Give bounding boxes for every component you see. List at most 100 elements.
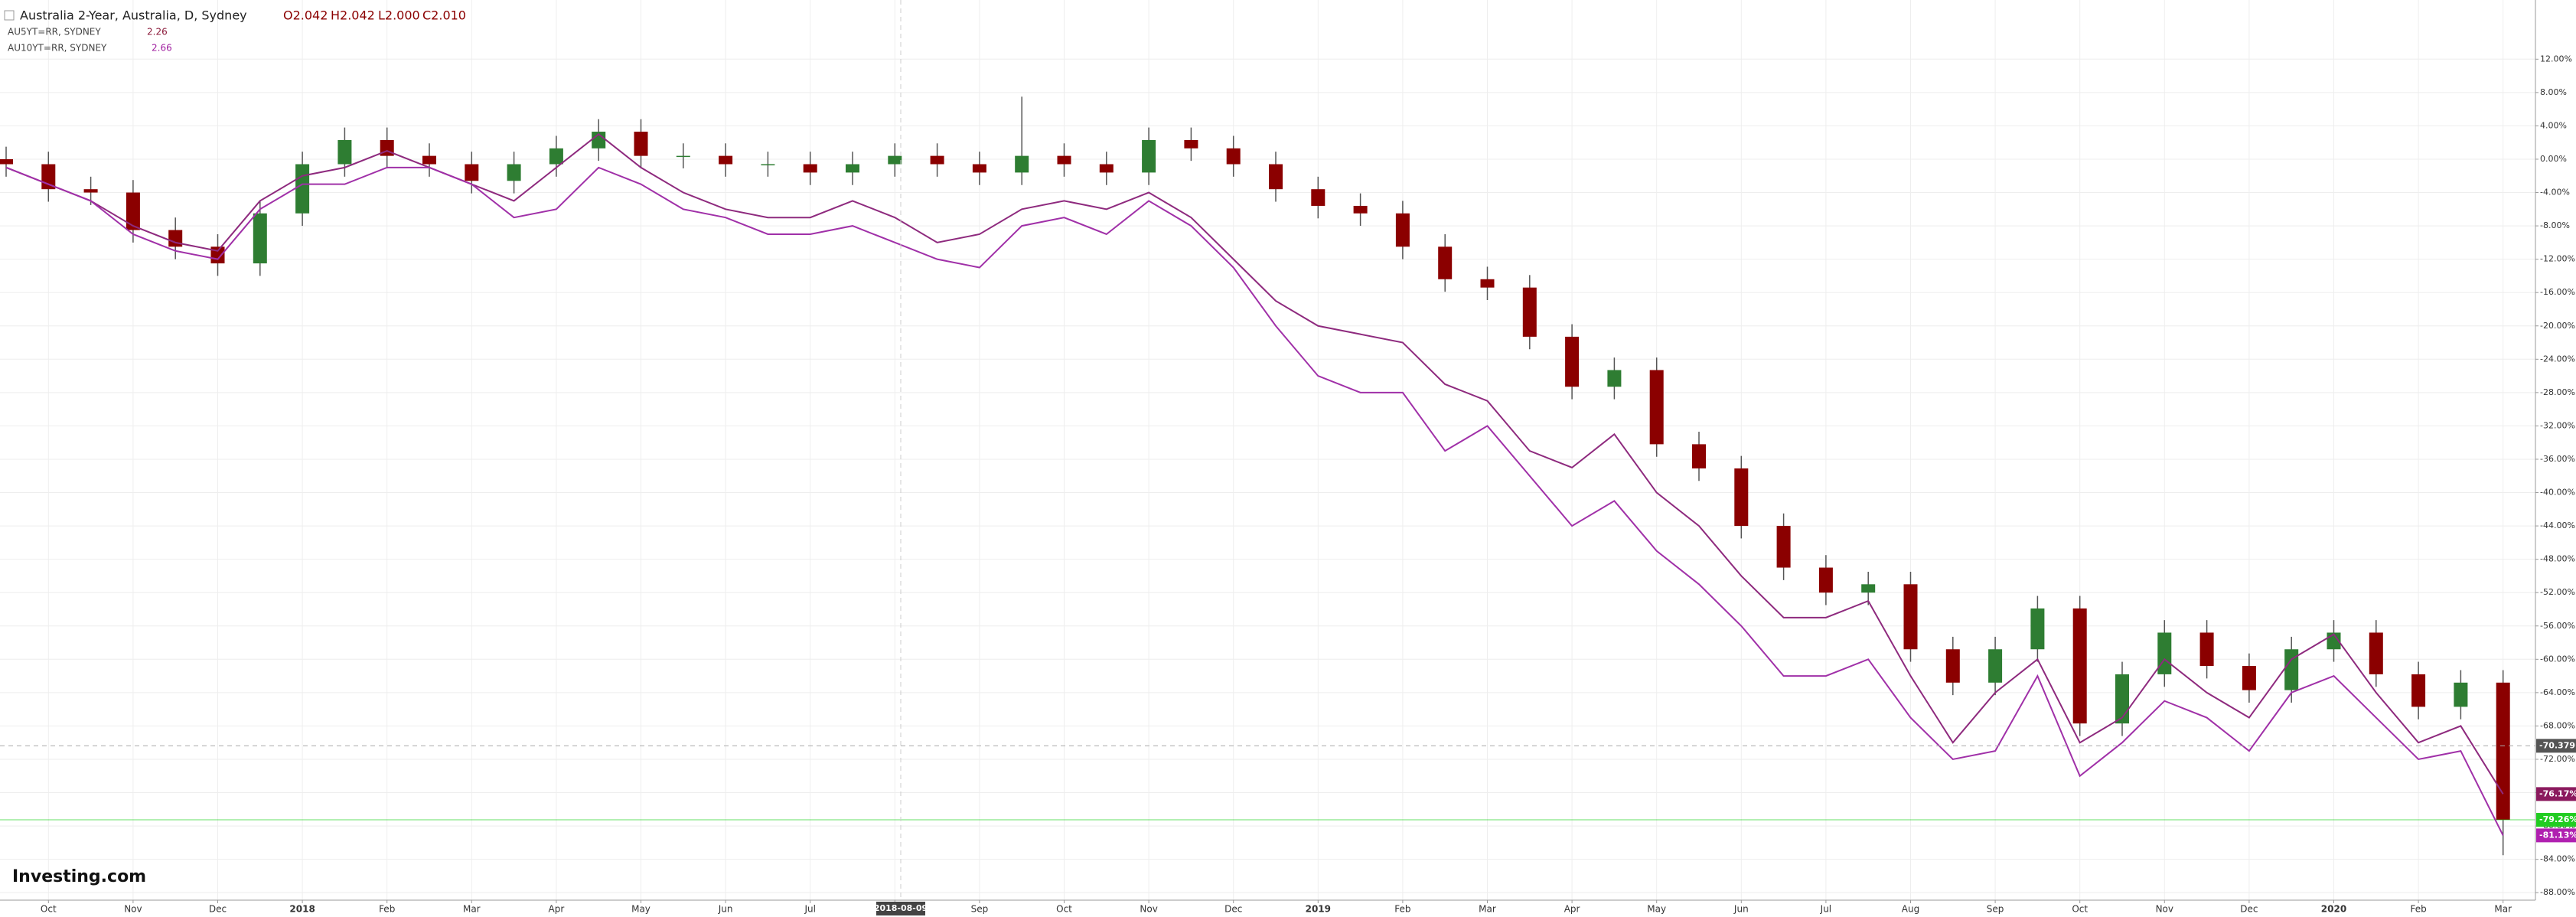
candle-body [1311, 189, 1325, 206]
x-tick-label: May [1647, 904, 1666, 915]
candle-body [1649, 370, 1664, 445]
last-value-label: -76.17% [2539, 788, 2576, 798]
candle-body [634, 132, 648, 156]
candle-body [295, 164, 310, 214]
legend-label: AU5YT=RR, SYDNEY [8, 27, 101, 38]
plot-area [0, 0, 2535, 900]
candle-body [1522, 287, 1537, 337]
candle-body [1861, 584, 1876, 593]
candle-body [253, 213, 267, 264]
candle-body [2115, 674, 2129, 724]
candle-body [1057, 155, 1071, 165]
candle-body [1438, 246, 1453, 279]
x-tick-label: Oct [41, 904, 57, 915]
legend-value: 2.66 [152, 43, 172, 54]
candle-body [1184, 139, 1198, 148]
x-tick-label: Nov [124, 904, 142, 915]
candle-body [676, 155, 690, 158]
candle-body [1692, 444, 1706, 468]
y-tick-label: -32.00% [2540, 420, 2575, 430]
candle-body [1776, 526, 1791, 568]
y-tick-label: -8.00% [2540, 220, 2570, 230]
x-tick-label: Apr [1564, 904, 1580, 915]
y-tick-label: -12.00% [2540, 254, 2575, 264]
candle-body [1480, 279, 1495, 288]
collapse-icon[interactable] [4, 10, 15, 21]
x-tick-label: Mar [2494, 904, 2512, 915]
x-tick-label: Dec [209, 904, 227, 915]
x-tick-label: 2020 [2321, 904, 2346, 915]
series-line [5, 133, 2504, 795]
y-tick-label: 8.00% [2540, 87, 2567, 97]
candle-body [422, 155, 436, 165]
x-tick-label: Aug [1902, 904, 1919, 915]
candle-body [1945, 649, 1960, 683]
y-tick-label: -20.00% [2540, 321, 2575, 331]
x-tick-label: Mar [463, 904, 481, 915]
x-tick-label: Sep [971, 904, 989, 915]
chart-title: Australia 2-Year, Australia, D, Sydney [20, 8, 247, 23]
candle-body [1142, 139, 1156, 173]
x-tick-label: Jun [718, 904, 733, 915]
last-value-box [2536, 813, 2576, 827]
x-tick-label: Dec [1224, 904, 1242, 915]
y-tick-label: -60.00% [2540, 654, 2575, 664]
candle-body [337, 139, 352, 165]
y-tick-label: -4.00% [2540, 188, 2570, 197]
candle-body [846, 164, 859, 173]
last-value-label: -81.13% [2539, 830, 2576, 840]
candle-body [761, 164, 775, 166]
x-tick-label: Jun [1733, 904, 1749, 915]
header: Australia 2-Year, Australia, D, Sydney O… [4, 8, 466, 54]
y-tick-label: -44.00% [2540, 521, 2575, 530]
ohlc-close: C2.010 [422, 8, 466, 23]
x-tick-label: May [631, 904, 651, 915]
y-tick-label: -48.00% [2540, 554, 2575, 564]
x-tick-label: Jul [1820, 904, 1831, 915]
y-tick-label: -16.00% [2540, 287, 2575, 297]
candle-body [1818, 567, 1833, 593]
crosshair-y-label: -70.379 [2539, 740, 2575, 750]
x-tick-label: Feb [2410, 904, 2426, 915]
candle-body [1988, 649, 2003, 683]
candle-body [2454, 682, 2468, 707]
candle-body [1099, 164, 1114, 173]
ohlc-high: H2.042 [331, 8, 375, 23]
y-tick-label: -72.00% [2540, 754, 2575, 764]
y-tick-label: -64.00% [2540, 687, 2575, 697]
candle-body [465, 164, 479, 181]
y-tick-label: -68.00% [2540, 720, 2575, 730]
legend-label: AU10YT=RR, SYDNEY [8, 43, 107, 54]
grid [0, 0, 2535, 900]
candle-body [1015, 155, 1029, 173]
candle-body [549, 148, 563, 165]
last-value-box [2536, 828, 2576, 843]
x-tick-label: Oct [1056, 904, 1072, 915]
candle-body [1353, 205, 1368, 214]
y-tick-label: -36.00% [2540, 454, 2575, 464]
y-tick-label: -24.00% [2540, 354, 2575, 364]
y-tick-label: -88.00% [2540, 887, 2575, 897]
x-tick-label: Nov [1140, 904, 1157, 915]
candle-body [126, 192, 140, 230]
candle-body [1607, 370, 1622, 387]
candle-body [2496, 682, 2510, 821]
y-tick-label: -52.00% [2540, 587, 2575, 597]
x-tick-label: Jul [804, 904, 815, 915]
candle-body [83, 189, 98, 193]
x-tick-label: 2018 [289, 904, 315, 915]
x-tick-label: Sep [1987, 904, 2004, 915]
ohlc-low: L2.000 [378, 8, 420, 23]
last-value-label: -79.26% [2539, 814, 2576, 824]
candle-body [1734, 468, 1749, 527]
y-tick-label: 4.00% [2540, 120, 2567, 130]
x-tick-label: 2019 [1306, 904, 1331, 915]
crosshair-x-label: 2018-08-09 [874, 903, 928, 913]
candle-body [2030, 608, 2045, 650]
candle-body [2072, 608, 2087, 724]
axes: 12.00% 8.00% 4.00% 0.00% -4.00% -8.00% -12.00%… [41, 54, 2576, 915]
candle-body [1226, 148, 1241, 165]
x-tick-label: Oct [2072, 904, 2088, 915]
candle-body [2411, 674, 2426, 707]
